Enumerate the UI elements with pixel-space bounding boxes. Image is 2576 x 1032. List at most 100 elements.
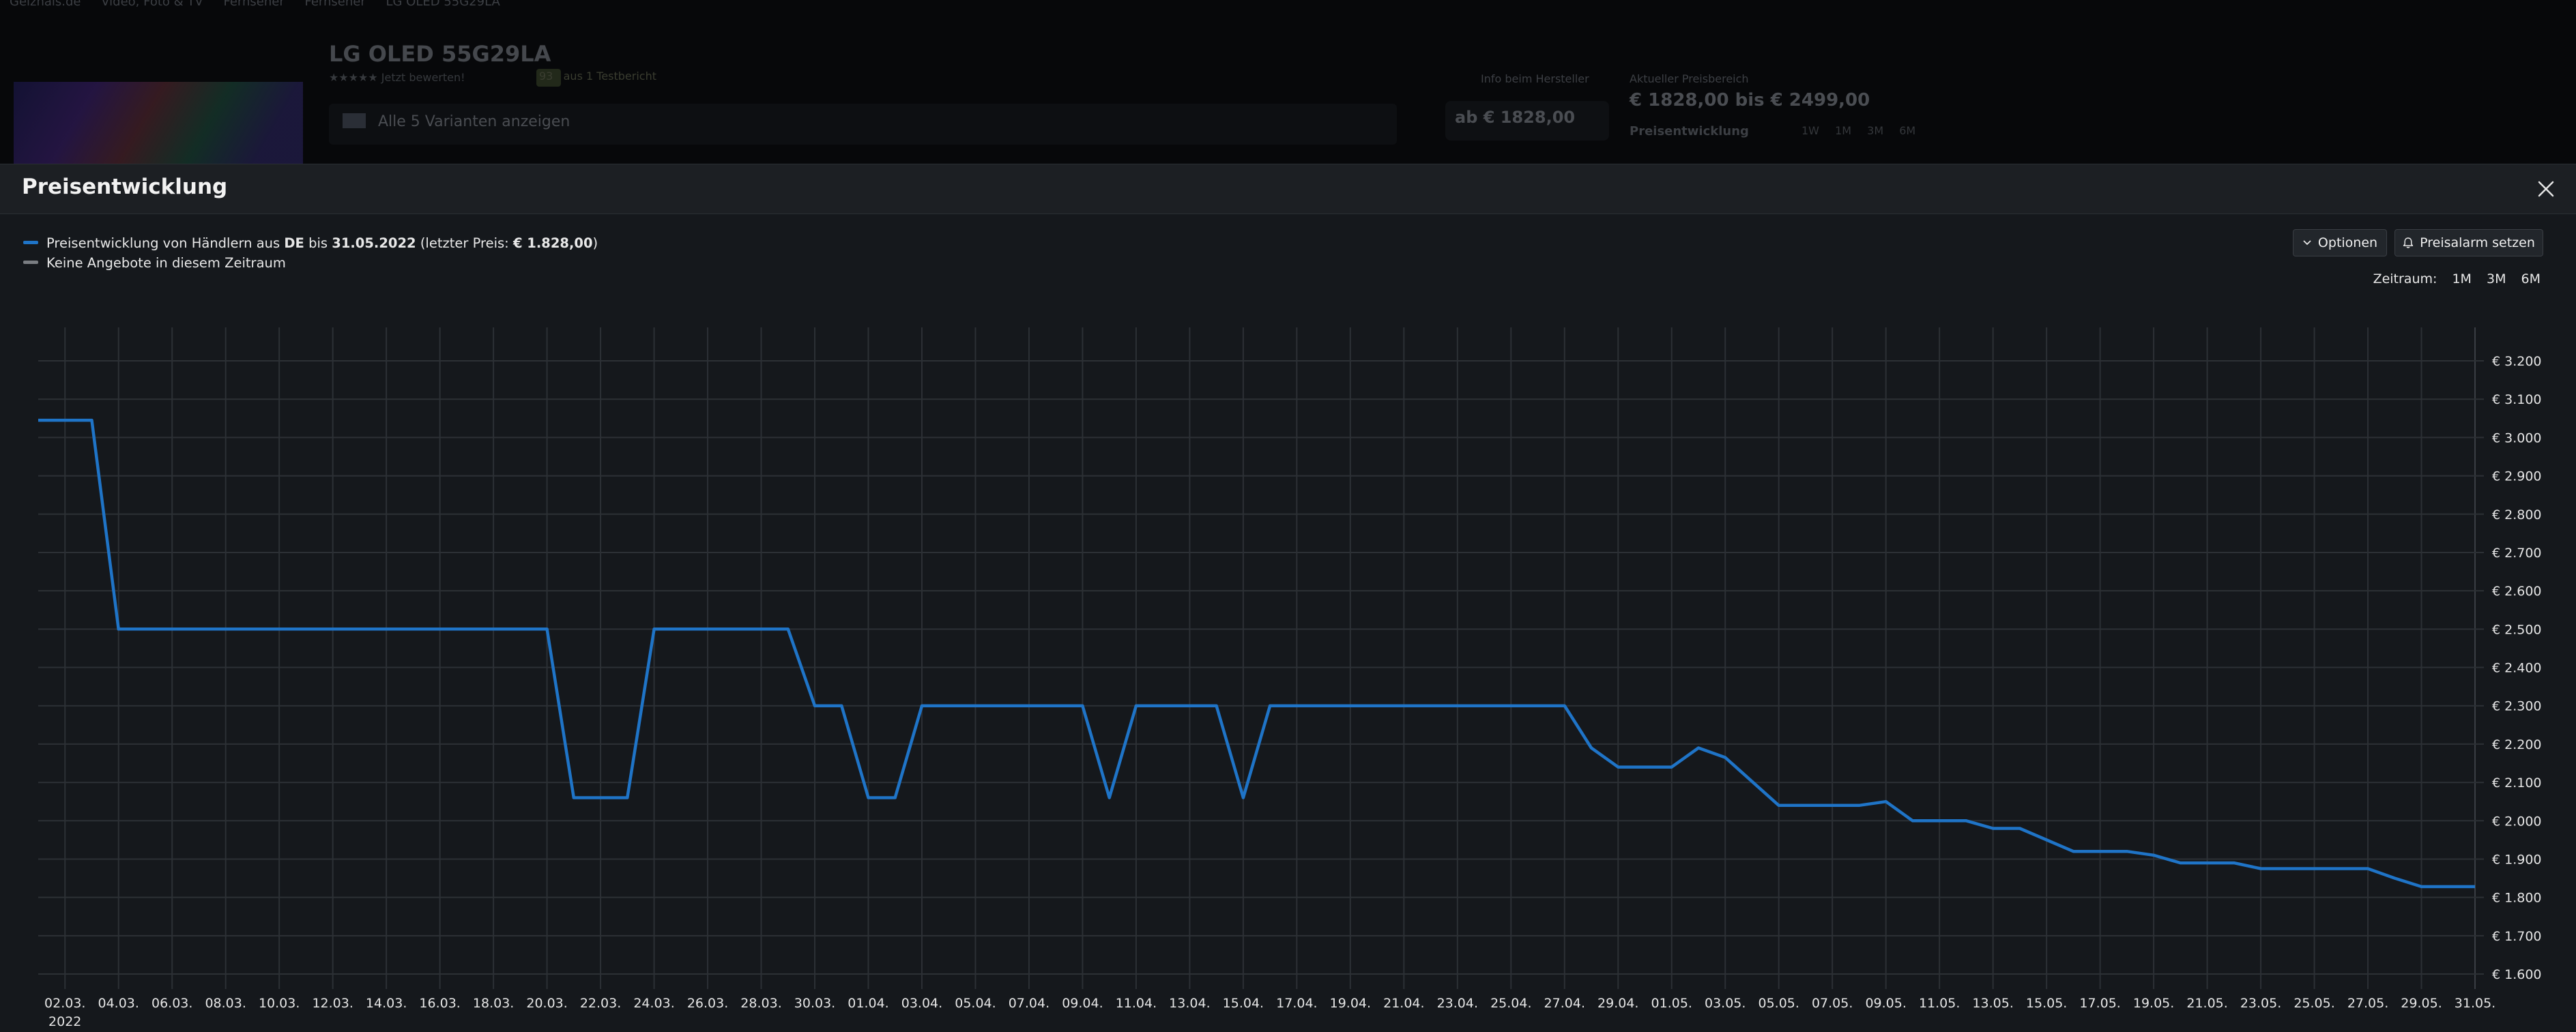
x-tick-label: 06.03. <box>151 996 192 1011</box>
breadcrumb-item[interactable]: Geizhals.de <box>10 0 81 9</box>
price-from: ab € 1828,00 <box>1455 108 1576 127</box>
x-tick-label: 17.05. <box>2079 996 2120 1011</box>
range-option[interactable]: 3M <box>1867 124 1884 137</box>
x-tick-label: 11.05. <box>1919 996 1960 1011</box>
horizontal-gridlines <box>38 360 2484 975</box>
price-alarm-button[interactable]: Preisalarm setzen <box>2394 229 2543 256</box>
breadcrumb-item[interactable]: Fernseher <box>304 0 366 9</box>
x-tick-label: 25.04. <box>1490 996 1531 1011</box>
x-tick-label: 05.05. <box>1758 996 1799 1011</box>
legend-no-offers-label: Keine Angebote in diesem Zeitraum <box>46 255 286 271</box>
variants-label[interactable]: Alle 5 Varianten anzeigen <box>378 113 570 130</box>
x-tick-label: 18.03. <box>473 996 514 1011</box>
x-tick-label: 13.05. <box>1972 996 2013 1011</box>
x-tick-label: 25.05. <box>2293 996 2334 1011</box>
x-tick-label: 27.05. <box>2347 996 2388 1011</box>
price-chart[interactable]: € 1.600 € 1.700 € 1.800 € 1.900 € 2.000 € 2.1… <box>0 164 2576 1032</box>
breadcrumb-item[interactable]: Fernseher <box>223 0 285 9</box>
x-tick-label: 21.04. <box>1383 996 1424 1011</box>
x-tick-label: 29.05. <box>2401 996 2442 1011</box>
breadcrumb-item: LG OLED 55G29LA <box>386 0 500 9</box>
x-tick-label: 09.04. <box>1062 996 1103 1011</box>
x-tick-label: 07.04. <box>1009 996 1050 1011</box>
x-tick-label: 23.05. <box>2240 996 2281 1011</box>
test-score-badge <box>536 69 561 87</box>
legend-last-price-suffix: ) <box>592 235 598 251</box>
legend-until: bis <box>304 235 332 251</box>
x-tick-label: 15.04. <box>1223 996 1264 1011</box>
x-tick-label: 29.04. <box>1597 996 1638 1011</box>
options-button[interactable]: Optionen <box>2293 229 2387 256</box>
y-tick-label: € 3.100 <box>2492 392 2542 407</box>
x-tick-label: 15.05. <box>2026 996 2067 1011</box>
modal-title: Preisentwicklung <box>22 175 228 199</box>
timeframe-label: Zeitraum: <box>2373 271 2437 286</box>
price-history-label[interactable]: Preisentwicklung <box>1630 124 1749 138</box>
breadcrumb-item[interactable]: Video, Foto & TV <box>101 0 203 9</box>
breadcrumb: Geizhals.de Video, Foto & TV Fernseher F… <box>10 0 517 9</box>
modal-header: Preisentwicklung <box>0 164 2576 214</box>
background-page: Geizhals.de Video, Foto & TV Fernseher F… <box>0 0 2576 164</box>
timeframe-option-6m[interactable]: 6M <box>2521 271 2541 286</box>
x-tick-label: 19.05. <box>2133 996 2174 1011</box>
series-line[interactable] <box>38 418 2475 889</box>
test-score-text: 93 aus 1 Testbericht <box>539 70 656 83</box>
legend-date: 31.05.2022 <box>332 235 416 251</box>
current-range-value: € 1828,00 bis € 2499,00 <box>1630 90 1870 110</box>
y-tick-label: € 3.000 <box>2492 430 2542 445</box>
variants-bar[interactable] <box>329 104 1397 145</box>
y-tick-label: € 1.800 <box>2492 891 2542 906</box>
close-icon <box>2538 181 2554 197</box>
timeframe-option-1m[interactable]: 1M <box>2452 271 2472 286</box>
y-axis-labels: € 1.600 € 1.700 € 1.800 € 1.900 € 2.000 € 2.1… <box>2492 354 2542 982</box>
x-tick-label: 27.04. <box>1544 996 1585 1011</box>
y-tick-label: € 2.400 <box>2492 661 2542 676</box>
price-pill[interactable] <box>1445 101 1609 141</box>
product-image <box>14 82 303 164</box>
manufacturer-info-link[interactable]: Info beim Hersteller <box>1481 72 1589 85</box>
x-tick-label: 08.03. <box>205 996 246 1011</box>
x-tick-label: 20.03. <box>526 996 567 1011</box>
y-tick-label: € 1.600 <box>2492 967 2542 982</box>
timeframe-selector: Zeitraum: 1M 3M 6M <box>2373 271 2541 286</box>
x-tick-label: 23.04. <box>1437 996 1478 1011</box>
y-tick-label: € 1.900 <box>2492 852 2542 867</box>
legend-series-prefix: Preisentwicklung von Händlern aus <box>46 235 285 251</box>
legend-item-no-offers[interactable]: Keine Angebote in diesem Zeitraum <box>23 255 286 271</box>
range-option[interactable]: 1W <box>1801 124 1819 137</box>
x-axis-labels: 02.03. 04.03. 06.03. 08.03. 10.03. 12.03. 14.0… <box>44 996 2495 1029</box>
test-count-label[interactable]: aus 1 Testbericht <box>563 70 656 83</box>
range-option[interactable]: 1M <box>1835 124 1852 137</box>
price-alarm-label: Preisalarm setzen <box>2420 235 2535 250</box>
x-tick-label: 26.03. <box>687 996 728 1011</box>
x-tick-label: 01.04. <box>848 996 888 1011</box>
close-button[interactable] <box>2531 174 2561 204</box>
x-tick-label: 12.03. <box>312 996 353 1011</box>
y-tick-label: € 2.800 <box>2492 507 2542 522</box>
x-year-label: 2022 <box>48 1014 81 1029</box>
x-tick-label: 03.05. <box>1705 996 1746 1011</box>
y-tick-label: € 2.300 <box>2492 699 2542 714</box>
rating-stars[interactable]: ★★★★★ Jetzt bewerten! <box>329 71 465 84</box>
y-tick-label: € 2.000 <box>2492 814 2542 829</box>
x-tick-label: 19.04. <box>1330 996 1371 1011</box>
x-tick-label: 16.03. <box>419 996 460 1011</box>
legend-item-series[interactable]: Preisentwicklung von Händlern aus DE bis… <box>23 235 598 251</box>
product-title: LG OLED 55G29LA <box>329 41 551 67</box>
x-tick-label: 02.03. <box>44 996 85 1011</box>
legend-last-price-prefix: (letzter Preis: <box>416 235 513 251</box>
series-layer <box>38 418 2475 889</box>
timeframe-option-3m[interactable]: 3M <box>2486 271 2506 286</box>
background-range-options: 1W 1M 3M 6M <box>1801 124 1915 137</box>
x-tick-label: 30.03. <box>794 996 835 1011</box>
range-option[interactable]: 6M <box>1899 124 1916 137</box>
legend-last-price: € 1.828,00 <box>512 235 593 251</box>
options-label: Optionen <box>2317 235 2378 250</box>
x-tick-label: 17.04. <box>1276 996 1317 1011</box>
x-tick-label: 01.05. <box>1651 996 1692 1011</box>
x-tick-label: 09.05. <box>1865 996 1906 1011</box>
y-tick-label: € 2.900 <box>2492 469 2542 484</box>
legend-swatch-series <box>23 241 38 244</box>
x-tick-label: 03.04. <box>901 996 942 1011</box>
y-tick-label: € 3.200 <box>2492 354 2542 369</box>
